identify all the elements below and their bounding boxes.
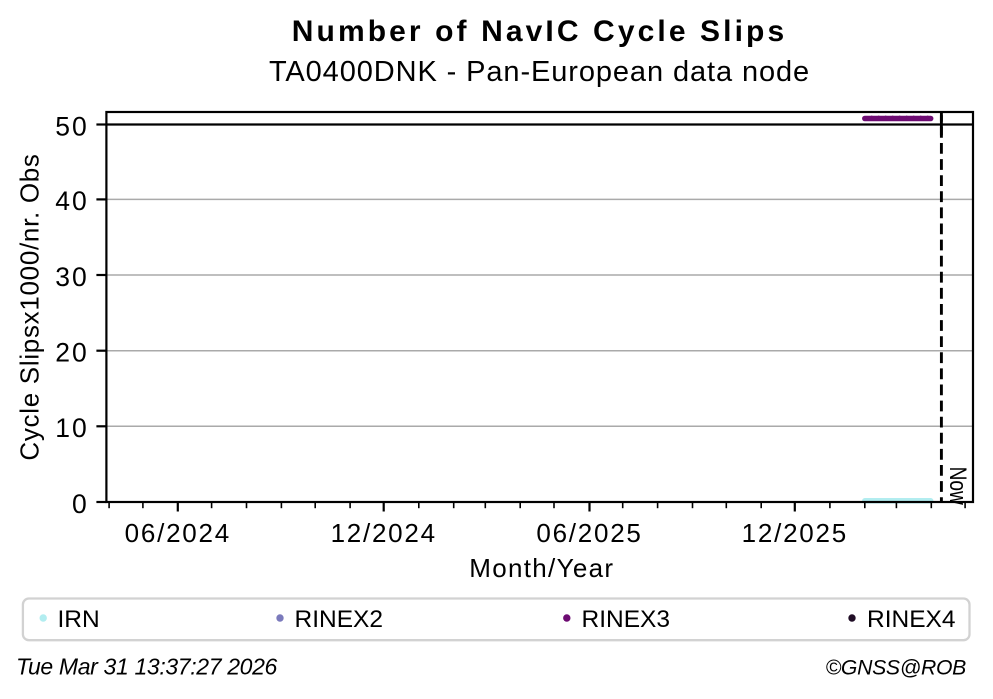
svg-text:Month/Year: Month/Year	[469, 553, 614, 583]
svg-text:Number of NavIC Cycle Slips: Number of NavIC Cycle Slips	[292, 15, 787, 48]
svg-text:20: 20	[55, 338, 88, 368]
svg-text:IRN: IRN	[58, 606, 100, 633]
svg-text:Cycle Slipsx1000/nr. Obs: Cycle Slipsx1000/nr. Obs	[15, 153, 45, 460]
svg-text:TA0400DNK - Pan-European data: TA0400DNK - Pan-European data node	[269, 56, 810, 88]
svg-text:RINEX3: RINEX3	[582, 606, 671, 633]
svg-text:RINEX2: RINEX2	[295, 606, 384, 633]
svg-text:30: 30	[55, 262, 88, 292]
svg-text:06/2024: 06/2024	[125, 518, 231, 548]
svg-text:50: 50	[55, 111, 88, 141]
svg-text:Now: Now	[945, 467, 973, 505]
svg-text:10: 10	[55, 413, 88, 443]
svg-text:©GNSS@ROB: ©GNSS@ROB	[826, 657, 967, 680]
svg-text:12/2024: 12/2024	[331, 518, 437, 548]
svg-text:RINEX4: RINEX4	[867, 606, 956, 633]
svg-text:12/2025: 12/2025	[742, 518, 848, 548]
svg-text:06/2025: 06/2025	[536, 518, 642, 548]
svg-text:0: 0	[72, 489, 89, 519]
svg-text:Tue Mar 31 13:37:27 2026: Tue Mar 31 13:37:27 2026	[16, 654, 278, 680]
svg-text:40: 40	[55, 186, 88, 216]
